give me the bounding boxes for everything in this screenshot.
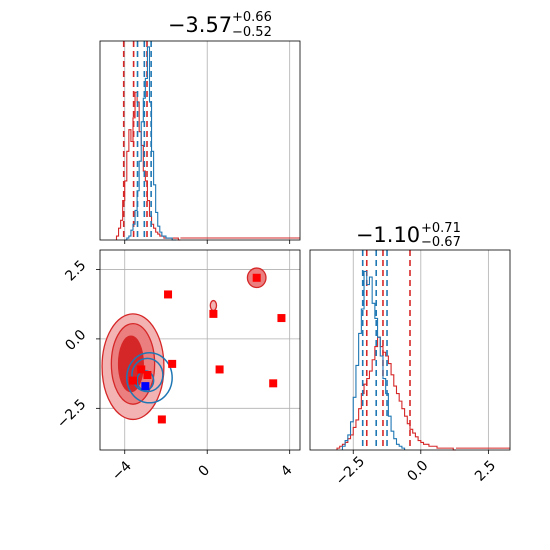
panel-title-top-left: −3.57 xyxy=(168,13,232,37)
red-square-point-7 xyxy=(143,371,152,379)
bl-xtick-label-2: 4 xyxy=(278,462,296,480)
blue-square-point-0 xyxy=(141,382,150,391)
red-square-point-2 xyxy=(277,314,286,323)
bl-plot-area xyxy=(100,250,300,450)
red-square-point-8 xyxy=(157,415,166,424)
panel-title-sup-top-left: +0.66 xyxy=(232,10,272,25)
bl-ytick-label-1: 0.0 xyxy=(62,327,89,354)
panel-title-sub-top-left: −0.52 xyxy=(232,25,272,40)
red-square-point-1 xyxy=(209,309,218,318)
histogram-panel-bottom-right: −1.10 +0.71 −0.67 −2.5 0.0 2.5 xyxy=(309,221,511,489)
br-xtick-label-1: 0.0 xyxy=(404,458,431,485)
panel-title-sub-bottom-right: −0.67 xyxy=(421,235,461,250)
histogram-panel-top-left: −3.57 +0.66 −0.52 xyxy=(99,10,301,244)
tl-frame xyxy=(99,40,301,241)
panel-title-sup-bottom-right: +0.71 xyxy=(421,221,461,236)
red-square-point-10 xyxy=(128,376,137,385)
tl-hist-series-1 xyxy=(115,91,181,241)
red-square-point-9 xyxy=(252,273,261,282)
red-square-point-3 xyxy=(168,359,177,368)
blue-contour-1 xyxy=(131,357,164,393)
br-xtick-label-0: −2.5 xyxy=(333,453,368,488)
blue-contour-0 xyxy=(126,352,173,404)
br-hist-series-0 xyxy=(341,270,406,450)
bl-ytick-label-0: −2.5 xyxy=(54,396,89,431)
bl-xtick-label-1: 0 xyxy=(196,462,214,480)
contour-scatter-panel-bottom-left: −4 0 4 −2.5 0.0 2.5 xyxy=(54,249,301,484)
bl-frame xyxy=(99,249,301,451)
br-hist-series-1 xyxy=(336,336,456,451)
red-square-point-4 xyxy=(215,365,224,374)
panel-title-bottom-right: −1.10 xyxy=(356,223,420,247)
br-frame xyxy=(309,249,511,451)
br-xtick-label-2: 2.5 xyxy=(472,458,499,485)
red-contour-4 xyxy=(209,299,218,312)
bl-xtick-label-0: −4 xyxy=(109,458,135,484)
blue-contour-2 xyxy=(136,370,155,392)
red-square-point-6 xyxy=(137,365,146,374)
tl-hist-series-0 xyxy=(124,46,177,241)
red-square-point-5 xyxy=(269,379,278,388)
bl-ytick-label-2: 2.5 xyxy=(62,257,89,284)
red-square-point-0 xyxy=(164,290,173,299)
